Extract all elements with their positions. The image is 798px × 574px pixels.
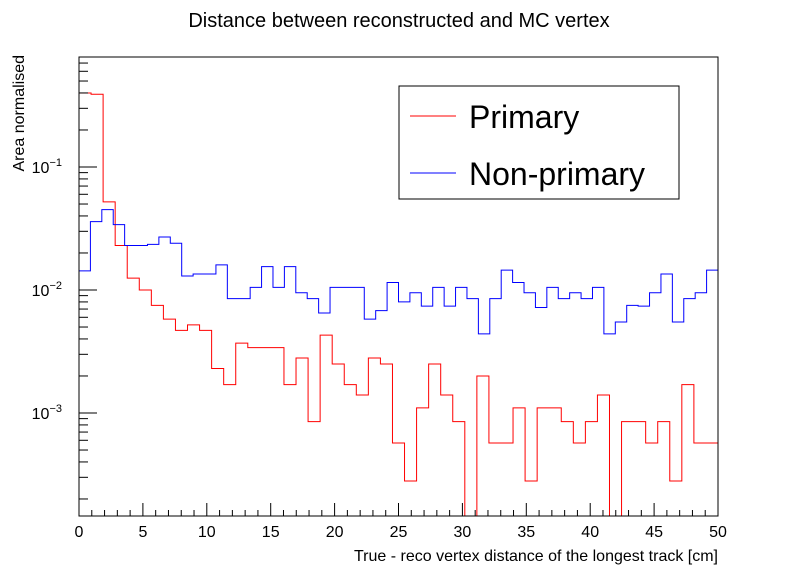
x-tick-label: 0 — [75, 524, 84, 541]
y-tick-label: 10−3 — [32, 403, 62, 423]
y-tick-label: 10−2 — [32, 280, 62, 300]
y-tick-label: 10−1 — [32, 157, 62, 177]
x-tick-label: 35 — [517, 524, 535, 541]
x-tick-label: 15 — [262, 524, 280, 541]
x-tick-label: 40 — [581, 524, 599, 541]
y-axis-label: Area normalised — [11, 55, 28, 172]
legend-box — [398, 85, 680, 200]
x-tick-label: 5 — [138, 524, 147, 541]
x-tick-label: 20 — [326, 524, 344, 541]
x-tick-label: 45 — [645, 524, 663, 541]
series-line-non-primary — [79, 209, 718, 335]
legend-label-primary: Primary — [469, 99, 579, 135]
x-tick-label: 25 — [390, 524, 408, 541]
x-tick-label: 50 — [709, 524, 727, 541]
x-tick-label: 30 — [454, 524, 472, 541]
legend-label-non-primary: Non-primary — [469, 156, 645, 192]
legend: Primary Non-primary — [398, 85, 680, 200]
x-axis-label: True - reco vertex distance of the longe… — [354, 548, 718, 565]
chart-title: Distance between reconstructed and MC ve… — [188, 10, 609, 32]
x-tick-label: 10 — [198, 524, 216, 541]
plot-area: 0 5 10 15 20 25 30 35 40 45 50 10−1 10−2 10−3 — [32, 56, 727, 541]
series-line-primary — [79, 92, 718, 516]
